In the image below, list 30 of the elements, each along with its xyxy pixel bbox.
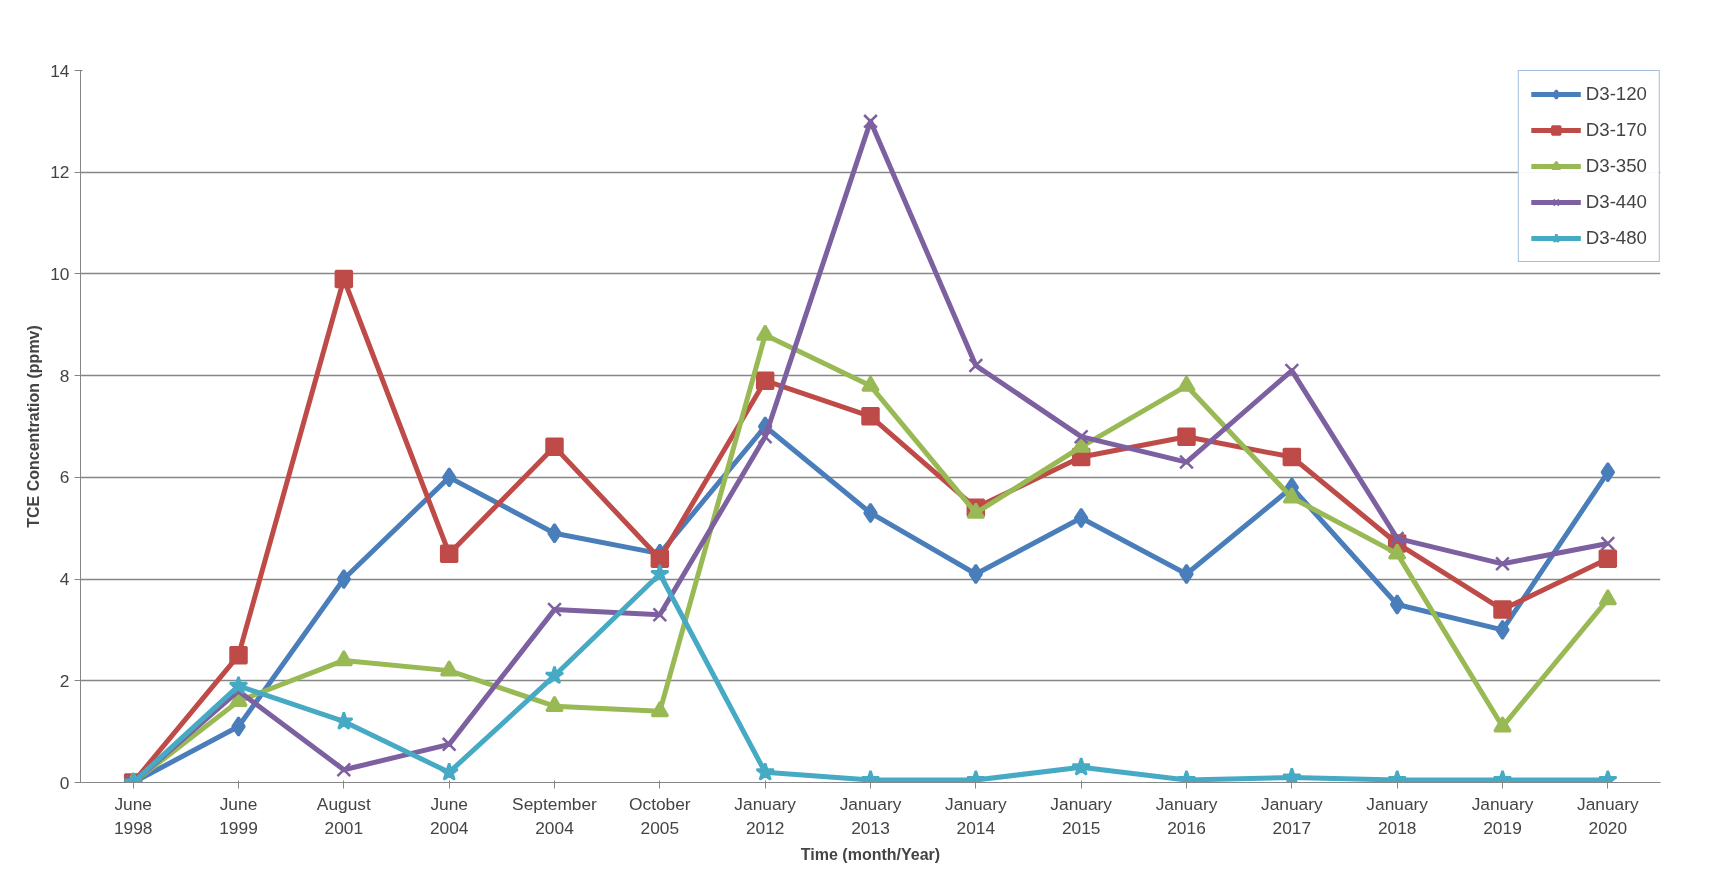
y-tick-label: 4 [59,569,70,590]
x-tick-label: January 2018 [1366,793,1429,838]
y-tick-label: 12 [50,162,70,183]
x-tick-label: January 2012 [734,793,797,838]
x-tick-label: August 2001 [316,793,371,838]
x-tick-label: June 1999 [219,793,258,838]
x-tick-label: June 1998 [113,793,153,838]
x-tick-label: September 2004 [512,793,598,838]
legend-label: D3-350 [1585,155,1647,177]
x-tick-label: January 2015 [1050,793,1113,838]
x-tick-label: January 2017 [1261,793,1323,838]
legend-label: D3-440 [1585,191,1647,213]
y-tick-label: 14 [50,60,70,81]
y-tick-label: 0 [59,772,70,793]
x-axis-title: Time (month/Year) [800,845,941,863]
y-tick-label: 10 [50,263,70,284]
y-tick-label: 6 [59,467,70,488]
x-tick-label: October 2005 [629,793,691,838]
x-tick-label: January 2019 [1471,793,1534,838]
x-tick-label: January 2020 [1577,793,1639,838]
y-axis-title: TCE Concentration (ppmv) [25,325,43,528]
x-tick-label: June 2004 [429,793,469,838]
x-tick-label: January 2016 [1155,793,1218,838]
y-tick-label: 8 [59,365,70,386]
legend-label: D3-170 [1585,119,1647,141]
legend-label: D3-120 [1585,83,1647,105]
legend-label: D3-480 [1585,227,1647,249]
x-tick-label: January 2014 [945,793,1007,838]
y-tick-label: 2 [59,670,70,691]
x-tick-label: January 2013 [839,793,902,838]
